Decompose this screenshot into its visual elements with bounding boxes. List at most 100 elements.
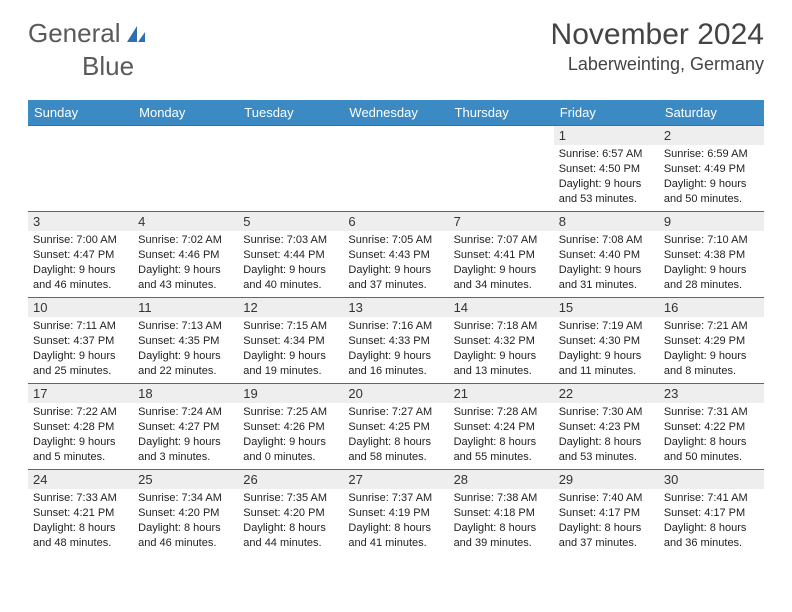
- day-cell: 2Sunrise: 6:59 AMSunset: 4:49 PMDaylight…: [659, 126, 764, 212]
- day-cell: [343, 126, 448, 212]
- day-cell: 4Sunrise: 7:02 AMSunset: 4:46 PMDaylight…: [133, 212, 238, 298]
- calendar-table: SundayMondayTuesdayWednesdayThursdayFrid…: [28, 100, 764, 556]
- day-cell: 30Sunrise: 7:41 AMSunset: 4:17 PMDayligh…: [659, 470, 764, 556]
- day-cell: 15Sunrise: 7:19 AMSunset: 4:30 PMDayligh…: [554, 298, 659, 384]
- day-cell: 1Sunrise: 6:57 AMSunset: 4:50 PMDaylight…: [554, 126, 659, 212]
- day-number: 7: [449, 212, 554, 231]
- day-number: 18: [133, 384, 238, 403]
- location-text: Laberweinting, Germany: [551, 54, 764, 75]
- day-details: Sunrise: 7:03 AMSunset: 4:44 PMDaylight:…: [238, 231, 343, 296]
- day-cell: [238, 126, 343, 212]
- calendar-body: 1Sunrise: 6:57 AMSunset: 4:50 PMDaylight…: [28, 126, 764, 556]
- day-details: Sunrise: 7:31 AMSunset: 4:22 PMDaylight:…: [659, 403, 764, 468]
- day-details: Sunrise: 7:38 AMSunset: 4:18 PMDaylight:…: [449, 489, 554, 554]
- day-details: Sunrise: 6:57 AMSunset: 4:50 PMDaylight:…: [554, 145, 659, 210]
- day-details: Sunrise: 7:30 AMSunset: 4:23 PMDaylight:…: [554, 403, 659, 468]
- day-number: 25: [133, 470, 238, 489]
- day-cell: 9Sunrise: 7:10 AMSunset: 4:38 PMDaylight…: [659, 212, 764, 298]
- day-header: Wednesday: [343, 100, 448, 126]
- day-number: 15: [554, 298, 659, 317]
- month-title: November 2024: [551, 18, 764, 52]
- day-details: Sunrise: 7:11 AMSunset: 4:37 PMDaylight:…: [28, 317, 133, 382]
- day-details: Sunrise: 7:33 AMSunset: 4:21 PMDaylight:…: [28, 489, 133, 554]
- day-cell: [28, 126, 133, 212]
- day-cell: 10Sunrise: 7:11 AMSunset: 4:37 PMDayligh…: [28, 298, 133, 384]
- day-number: 6: [343, 212, 448, 231]
- day-details: Sunrise: 7:07 AMSunset: 4:41 PMDaylight:…: [449, 231, 554, 296]
- day-details: Sunrise: 7:24 AMSunset: 4:27 PMDaylight:…: [133, 403, 238, 468]
- day-details: Sunrise: 7:28 AMSunset: 4:24 PMDaylight:…: [449, 403, 554, 468]
- day-details: Sunrise: 7:10 AMSunset: 4:38 PMDaylight:…: [659, 231, 764, 296]
- day-number: 19: [238, 384, 343, 403]
- day-details: Sunrise: 7:00 AMSunset: 4:47 PMDaylight:…: [28, 231, 133, 296]
- day-number: 23: [659, 384, 764, 403]
- day-details: Sunrise: 7:35 AMSunset: 4:20 PMDaylight:…: [238, 489, 343, 554]
- day-header: Tuesday: [238, 100, 343, 126]
- day-details: Sunrise: 7:37 AMSunset: 4:19 PMDaylight:…: [343, 489, 448, 554]
- day-cell: 27Sunrise: 7:37 AMSunset: 4:19 PMDayligh…: [343, 470, 448, 556]
- day-cell: 11Sunrise: 7:13 AMSunset: 4:35 PMDayligh…: [133, 298, 238, 384]
- day-header: Monday: [133, 100, 238, 126]
- day-cell: 18Sunrise: 7:24 AMSunset: 4:27 PMDayligh…: [133, 384, 238, 470]
- brand-logo: General: [28, 18, 149, 49]
- day-details: Sunrise: 6:59 AMSunset: 4:49 PMDaylight:…: [659, 145, 764, 210]
- day-number: 8: [554, 212, 659, 231]
- day-details: Sunrise: 7:16 AMSunset: 4:33 PMDaylight:…: [343, 317, 448, 382]
- day-cell: 7Sunrise: 7:07 AMSunset: 4:41 PMDaylight…: [449, 212, 554, 298]
- day-number: 9: [659, 212, 764, 231]
- day-cell: [133, 126, 238, 212]
- day-cell: 26Sunrise: 7:35 AMSunset: 4:20 PMDayligh…: [238, 470, 343, 556]
- day-details: Sunrise: 7:02 AMSunset: 4:46 PMDaylight:…: [133, 231, 238, 296]
- brand-text-general: General: [28, 18, 121, 49]
- day-number: 27: [343, 470, 448, 489]
- day-cell: 14Sunrise: 7:18 AMSunset: 4:32 PMDayligh…: [449, 298, 554, 384]
- day-cell: 17Sunrise: 7:22 AMSunset: 4:28 PMDayligh…: [28, 384, 133, 470]
- day-cell: 5Sunrise: 7:03 AMSunset: 4:44 PMDaylight…: [238, 212, 343, 298]
- day-details: Sunrise: 7:21 AMSunset: 4:29 PMDaylight:…: [659, 317, 764, 382]
- day-number: 20: [343, 384, 448, 403]
- day-number: 28: [449, 470, 554, 489]
- day-number: 3: [28, 212, 133, 231]
- day-number: 26: [238, 470, 343, 489]
- day-cell: 29Sunrise: 7:40 AMSunset: 4:17 PMDayligh…: [554, 470, 659, 556]
- day-details: Sunrise: 7:34 AMSunset: 4:20 PMDaylight:…: [133, 489, 238, 554]
- day-number: 5: [238, 212, 343, 231]
- day-details: Sunrise: 7:08 AMSunset: 4:40 PMDaylight:…: [554, 231, 659, 296]
- day-cell: [449, 126, 554, 212]
- day-number: 2: [659, 126, 764, 145]
- day-details: Sunrise: 7:13 AMSunset: 4:35 PMDaylight:…: [133, 317, 238, 382]
- day-details: Sunrise: 7:41 AMSunset: 4:17 PMDaylight:…: [659, 489, 764, 554]
- day-cell: 24Sunrise: 7:33 AMSunset: 4:21 PMDayligh…: [28, 470, 133, 556]
- day-header: Sunday: [28, 100, 133, 126]
- day-cell: 19Sunrise: 7:25 AMSunset: 4:26 PMDayligh…: [238, 384, 343, 470]
- day-header: Saturday: [659, 100, 764, 126]
- day-cell: 23Sunrise: 7:31 AMSunset: 4:22 PMDayligh…: [659, 384, 764, 470]
- day-cell: 28Sunrise: 7:38 AMSunset: 4:18 PMDayligh…: [449, 470, 554, 556]
- day-details: Sunrise: 7:25 AMSunset: 4:26 PMDaylight:…: [238, 403, 343, 468]
- day-number: 12: [238, 298, 343, 317]
- day-number: 1: [554, 126, 659, 145]
- week-row: 10Sunrise: 7:11 AMSunset: 4:37 PMDayligh…: [28, 298, 764, 384]
- day-cell: 6Sunrise: 7:05 AMSunset: 4:43 PMDaylight…: [343, 212, 448, 298]
- day-cell: 12Sunrise: 7:15 AMSunset: 4:34 PMDayligh…: [238, 298, 343, 384]
- day-number: 11: [133, 298, 238, 317]
- title-block: November 2024 Laberweinting, Germany: [551, 18, 764, 75]
- day-number: 21: [449, 384, 554, 403]
- calendar-page: General November 2024 Laberweinting, Ger…: [0, 0, 792, 574]
- sail-icon: [125, 24, 147, 44]
- day-header: Friday: [554, 100, 659, 126]
- day-number: 24: [28, 470, 133, 489]
- day-details: Sunrise: 7:22 AMSunset: 4:28 PMDaylight:…: [28, 403, 133, 468]
- day-cell: 20Sunrise: 7:27 AMSunset: 4:25 PMDayligh…: [343, 384, 448, 470]
- week-row: 17Sunrise: 7:22 AMSunset: 4:28 PMDayligh…: [28, 384, 764, 470]
- day-cell: 3Sunrise: 7:00 AMSunset: 4:47 PMDaylight…: [28, 212, 133, 298]
- day-details: Sunrise: 7:05 AMSunset: 4:43 PMDaylight:…: [343, 231, 448, 296]
- day-cell: 8Sunrise: 7:08 AMSunset: 4:40 PMDaylight…: [554, 212, 659, 298]
- day-number: 17: [28, 384, 133, 403]
- week-row: 1Sunrise: 6:57 AMSunset: 4:50 PMDaylight…: [28, 126, 764, 212]
- week-row: 3Sunrise: 7:00 AMSunset: 4:47 PMDaylight…: [28, 212, 764, 298]
- day-number: 4: [133, 212, 238, 231]
- day-number: 13: [343, 298, 448, 317]
- week-row: 24Sunrise: 7:33 AMSunset: 4:21 PMDayligh…: [28, 470, 764, 556]
- day-number: 29: [554, 470, 659, 489]
